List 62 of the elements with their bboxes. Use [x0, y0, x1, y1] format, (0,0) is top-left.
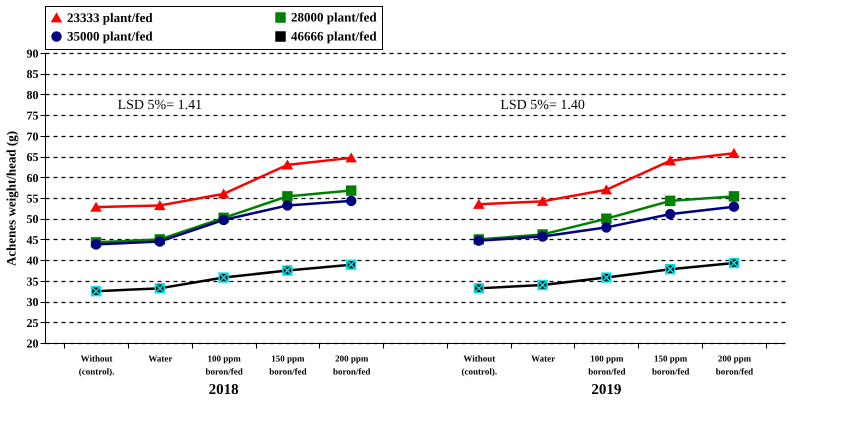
- point: [728, 148, 740, 158]
- point: [728, 191, 740, 202]
- y-tick-label: 50: [26, 212, 38, 226]
- point: [664, 156, 676, 166]
- point: [346, 259, 356, 270]
- annotation: LSD 5%= 1.40: [500, 98, 585, 113]
- y-tick-label: 55: [26, 192, 38, 206]
- y-tick-label: 90: [26, 46, 38, 60]
- y-tick-label: 65: [26, 150, 38, 164]
- y-tick-label: 75: [26, 108, 38, 123]
- x-tick-label: Water: [531, 354, 556, 364]
- legend-label: 46666 plant/fed: [291, 28, 378, 44]
- point: [664, 264, 676, 274]
- y-tick-label: 30: [26, 295, 38, 310]
- point: [728, 258, 740, 268]
- point: [154, 200, 166, 210]
- point: [601, 185, 612, 194]
- point: [346, 196, 356, 206]
- point: [282, 160, 293, 170]
- x-tick-label: 100 ppm boron/fed: [205, 354, 243, 376]
- x-tick-label: Without (control).: [462, 354, 498, 376]
- y-tick-label: 80: [26, 88, 38, 102]
- point: [537, 196, 548, 206]
- y-tick-label: 40: [26, 254, 38, 268]
- point: [728, 201, 740, 212]
- point: [90, 286, 102, 296]
- legend-label: 35000 plant/fed: [67, 28, 154, 44]
- point: [601, 222, 612, 233]
- point: [474, 200, 484, 209]
- y-tick-label: 85: [26, 67, 38, 82]
- point: [601, 272, 612, 283]
- point: [601, 213, 612, 224]
- annotation: LSD 5%= 1.41: [118, 98, 202, 113]
- point: [282, 200, 293, 211]
- y-tick-label: 45: [26, 232, 38, 247]
- y-tick-label: 35: [26, 274, 38, 288]
- y-tick-label: 60: [26, 170, 38, 185]
- point: [664, 208, 676, 220]
- x-tick-label: 200 ppm boron/fed: [716, 354, 754, 376]
- y-tick-label: 25: [26, 316, 38, 330]
- x-tick-label: 100 ppm boron/fed: [588, 354, 626, 376]
- y-tick-label: 70: [26, 129, 38, 144]
- point: [474, 283, 484, 294]
- point: [218, 272, 229, 283]
- point: [154, 283, 166, 294]
- x-tick-label: 200 ppm boron/fed: [333, 354, 370, 376]
- text: 2019: [591, 382, 622, 398]
- point: [90, 202, 102, 212]
- y-axis-title: Achenes weight/head (g): [4, 130, 18, 266]
- point: [282, 191, 293, 202]
- legend-label: 28000 plant/fed: [291, 10, 378, 25]
- x-tick-label: 150 ppm boron/fed: [652, 354, 690, 376]
- point: [664, 196, 676, 206]
- point: [218, 189, 229, 198]
- legend-label: 23333 plant/fed: [67, 10, 154, 25]
- x-tick-label: Water: [148, 354, 172, 364]
- x-tick-label: 150 ppm boron/fed: [269, 354, 307, 376]
- y-tick-label: 20: [26, 336, 38, 350]
- point: [346, 153, 356, 162]
- text: 2018: [208, 382, 239, 398]
- x-tick-label: Without (control).: [78, 354, 114, 376]
- point: [346, 185, 356, 196]
